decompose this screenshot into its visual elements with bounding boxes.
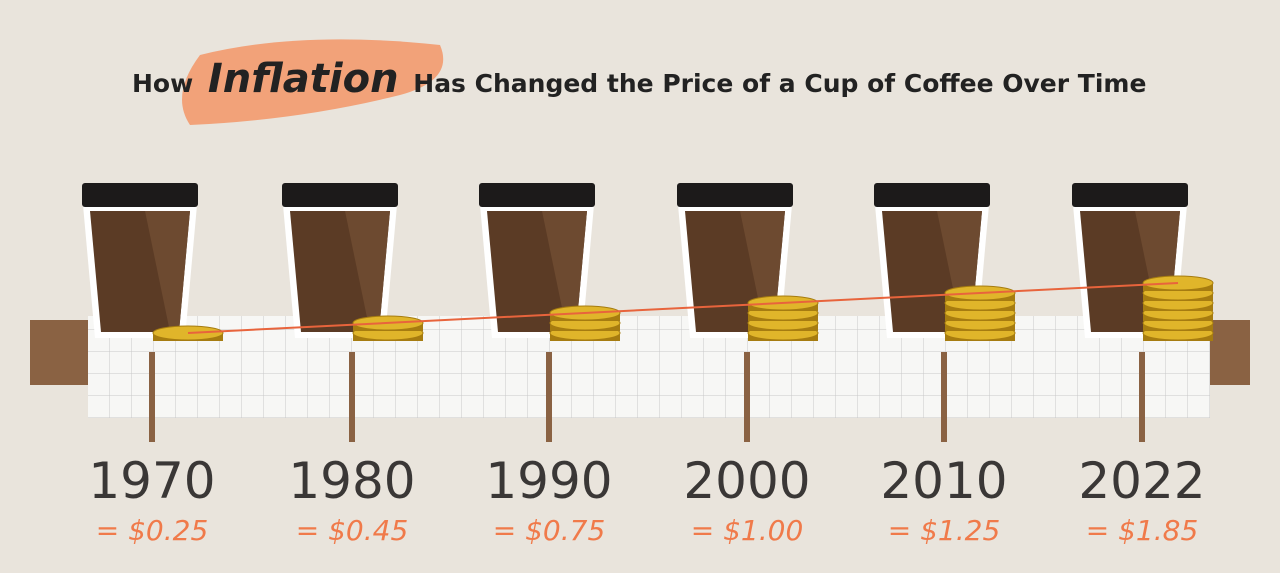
cup-lid [1072,183,1188,207]
coffee-shade [542,211,587,332]
cup-lid [479,183,595,207]
title: How Inflation Has Changed the Price of a… [132,56,1146,102]
year: 2000 [683,452,810,510]
post [941,352,947,442]
cup-lid [82,183,198,207]
price: = $1.85 [1086,514,1199,547]
tablecloth [88,316,1210,418]
year: 2022 [1078,452,1205,510]
coffee-shade [345,211,390,332]
price: = $0.75 [493,514,606,547]
year: 1990 [485,452,612,510]
title-suffix: Has Changed the Price of a Cup of Coffee… [413,69,1146,98]
highlight-brush [182,39,444,125]
cup-lid [677,183,793,207]
cup-lid [282,183,398,207]
price: = $1.25 [888,514,1001,547]
year: 1970 [88,452,215,510]
post [744,352,750,442]
items: 1970 = $0.25 1980 = $0.45 1990 = $0.75 2000 = $… [82,183,1214,547]
price: = $0.45 [296,514,409,547]
year: 2010 [880,452,1007,510]
coffee-shade [145,211,190,332]
post [149,352,155,442]
post [349,352,355,442]
title-prefix: How [132,69,193,98]
year: 1980 [288,452,415,510]
post [1139,352,1145,442]
cup-lid [874,183,990,207]
title-highlight: Inflation [208,56,399,102]
price: = $1.00 [691,514,804,547]
post [546,352,552,442]
trend-line [187,282,1179,334]
price: = $0.25 [96,514,209,547]
